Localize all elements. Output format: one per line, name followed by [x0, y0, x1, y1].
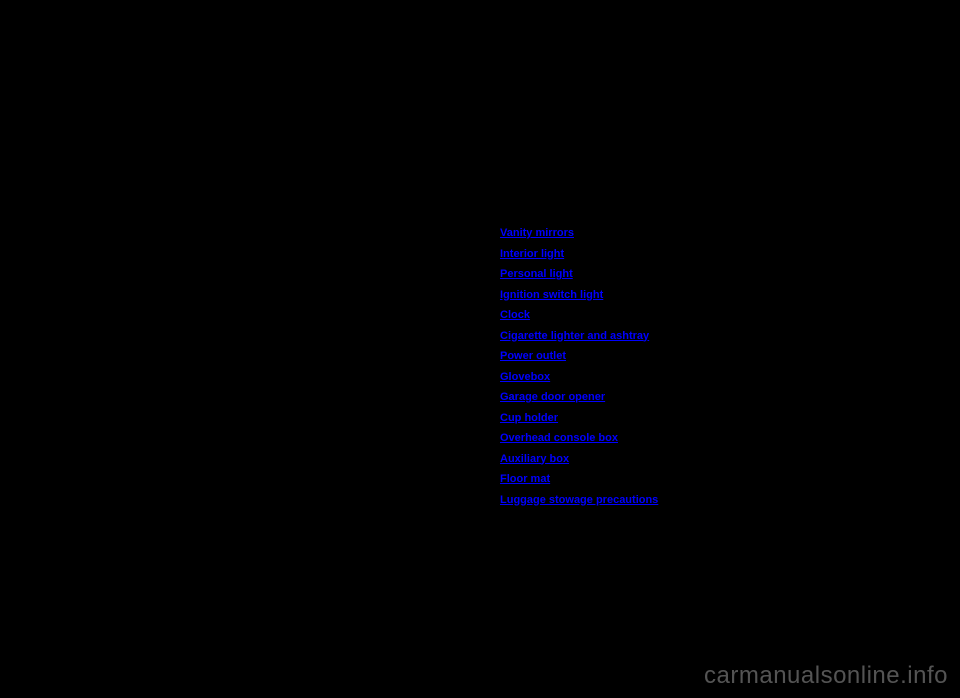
toc-link-personal-light[interactable]: Personal light [500, 266, 658, 283]
toc-link-clock[interactable]: Clock [500, 307, 658, 324]
toc-link-cup-holder[interactable]: Cup holder [500, 410, 658, 427]
toc-link-cigarette-lighter[interactable]: Cigarette lighter and ashtray [500, 328, 658, 345]
toc-link-ignition-switch-light[interactable]: Ignition switch light [500, 287, 658, 304]
toc-link-floor-mat[interactable]: Floor mat [500, 471, 658, 488]
toc-link-vanity-mirrors[interactable]: Vanity mirrors [500, 225, 658, 242]
table-of-contents: Vanity mirrors Interior light Personal l… [500, 225, 658, 508]
toc-link-luggage-stowage[interactable]: Luggage stowage precautions [500, 492, 658, 509]
toc-link-garage-door-opener[interactable]: Garage door opener [500, 389, 658, 406]
toc-link-glovebox[interactable]: Glovebox [500, 369, 658, 386]
toc-link-overhead-console-box[interactable]: Overhead console box [500, 430, 658, 447]
toc-link-power-outlet[interactable]: Power outlet [500, 348, 658, 365]
toc-link-auxiliary-box[interactable]: Auxiliary box [500, 451, 658, 468]
toc-link-interior-light[interactable]: Interior light [500, 246, 658, 263]
watermark-text: carmanualsonline.info [704, 662, 948, 690]
manual-page: Vanity mirrors Interior light Personal l… [0, 0, 960, 698]
